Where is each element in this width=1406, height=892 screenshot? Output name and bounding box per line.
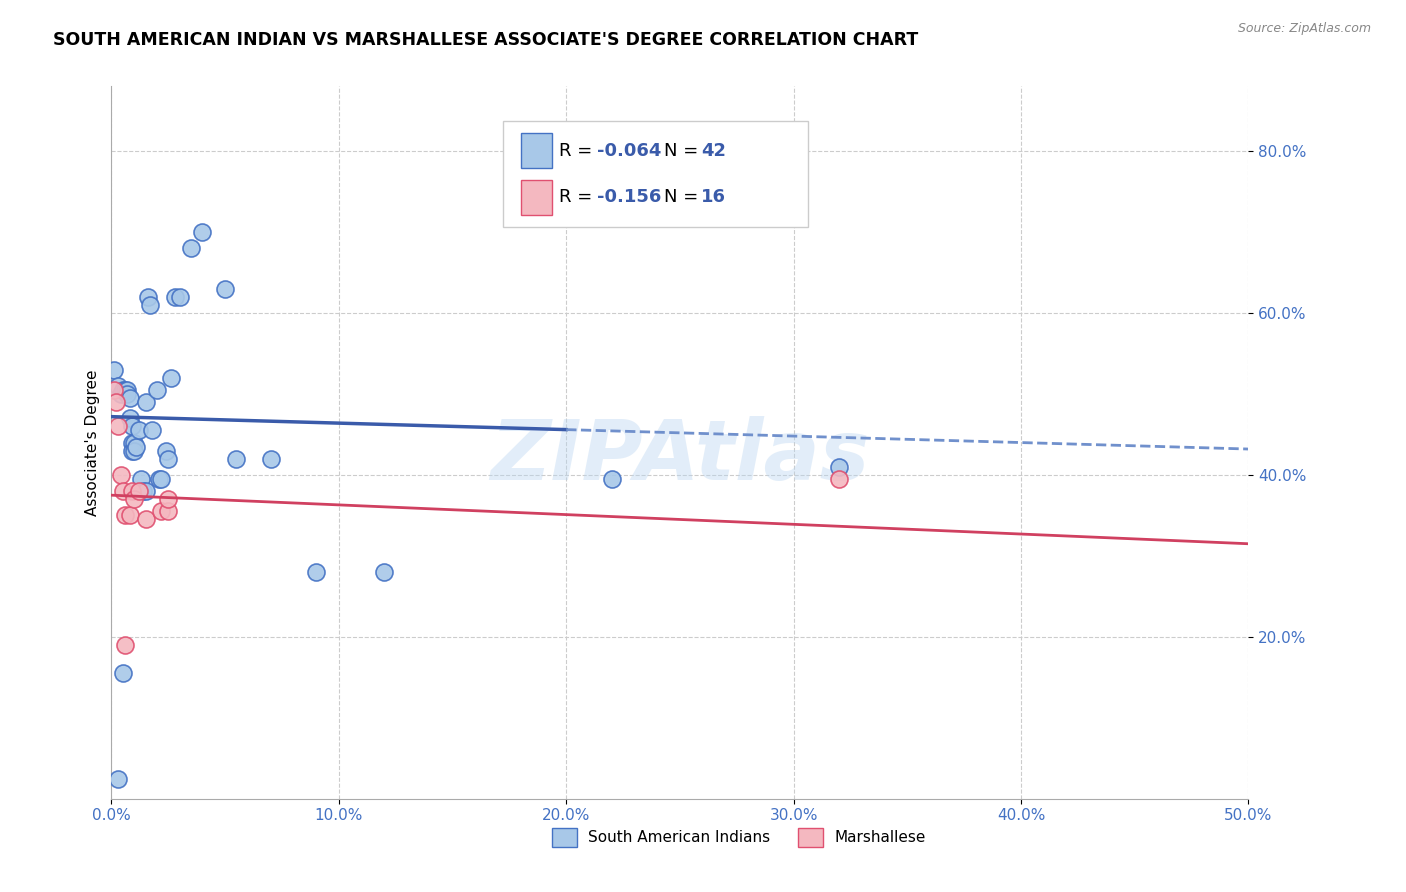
Point [157, 451, 180, 466]
Point [107, 379, 129, 393]
Point [828, 459, 851, 474]
Point [118, 391, 141, 405]
Point [225, 451, 247, 466]
Point [114, 508, 136, 523]
Point [103, 383, 125, 397]
Text: SOUTH AMERICAN INDIAN VS MARSHALLESE ASSOCIATE'S DEGREE CORRELATION CHART: SOUTH AMERICAN INDIAN VS MARSHALLESE ASS… [53, 31, 918, 49]
Point [114, 383, 136, 397]
Point [373, 565, 395, 579]
Text: South American Indians: South American Indians [588, 830, 770, 845]
Y-axis label: Associate's Degree: Associate's Degree [86, 369, 100, 516]
Point [121, 443, 143, 458]
Point [111, 666, 134, 681]
Point [139, 298, 162, 312]
Point [118, 411, 141, 425]
Point [180, 241, 202, 255]
Text: N =: N = [664, 188, 704, 206]
Point [128, 484, 150, 499]
Point [110, 387, 132, 401]
Point [107, 419, 129, 434]
Point [165, 290, 187, 304]
Point [259, 451, 281, 466]
Point [111, 484, 134, 499]
Point [128, 424, 150, 438]
Text: ZIPAtlas: ZIPAtlas [491, 417, 869, 498]
Point [110, 467, 132, 482]
Text: N =: N = [664, 142, 704, 160]
Text: -0.064: -0.064 [596, 142, 661, 160]
Point [150, 472, 173, 486]
Point [135, 512, 157, 526]
Point [129, 472, 152, 486]
Point [132, 484, 155, 499]
Point [122, 435, 145, 450]
Point [159, 371, 181, 385]
Point [146, 383, 169, 397]
Point [600, 472, 623, 486]
Point [155, 443, 177, 458]
Text: Marshallese: Marshallese [835, 830, 925, 845]
Point [136, 290, 159, 304]
Point [117, 387, 139, 401]
Point [191, 225, 214, 239]
Text: 16: 16 [700, 188, 725, 206]
Point [150, 504, 173, 518]
Point [118, 508, 141, 523]
Point [135, 395, 157, 409]
Point [135, 484, 157, 499]
Point [103, 362, 125, 376]
Text: R =: R = [560, 142, 598, 160]
Point [121, 419, 143, 434]
Point [114, 638, 136, 652]
Point [111, 383, 134, 397]
Text: R =: R = [560, 188, 598, 206]
Point [828, 472, 851, 486]
Point [107, 772, 129, 786]
Point [122, 492, 145, 507]
Text: -0.156: -0.156 [596, 188, 661, 206]
Point [148, 472, 170, 486]
Point [121, 484, 143, 499]
Text: 42: 42 [700, 142, 725, 160]
Point [157, 504, 180, 518]
Point [121, 435, 143, 450]
Point [117, 383, 139, 397]
Point [125, 440, 148, 454]
Point [305, 565, 328, 579]
Point [157, 492, 180, 507]
Point [122, 443, 145, 458]
Point [141, 424, 163, 438]
Point [104, 395, 127, 409]
Text: Source: ZipAtlas.com: Source: ZipAtlas.com [1237, 22, 1371, 36]
Point [214, 282, 236, 296]
Point [169, 290, 191, 304]
